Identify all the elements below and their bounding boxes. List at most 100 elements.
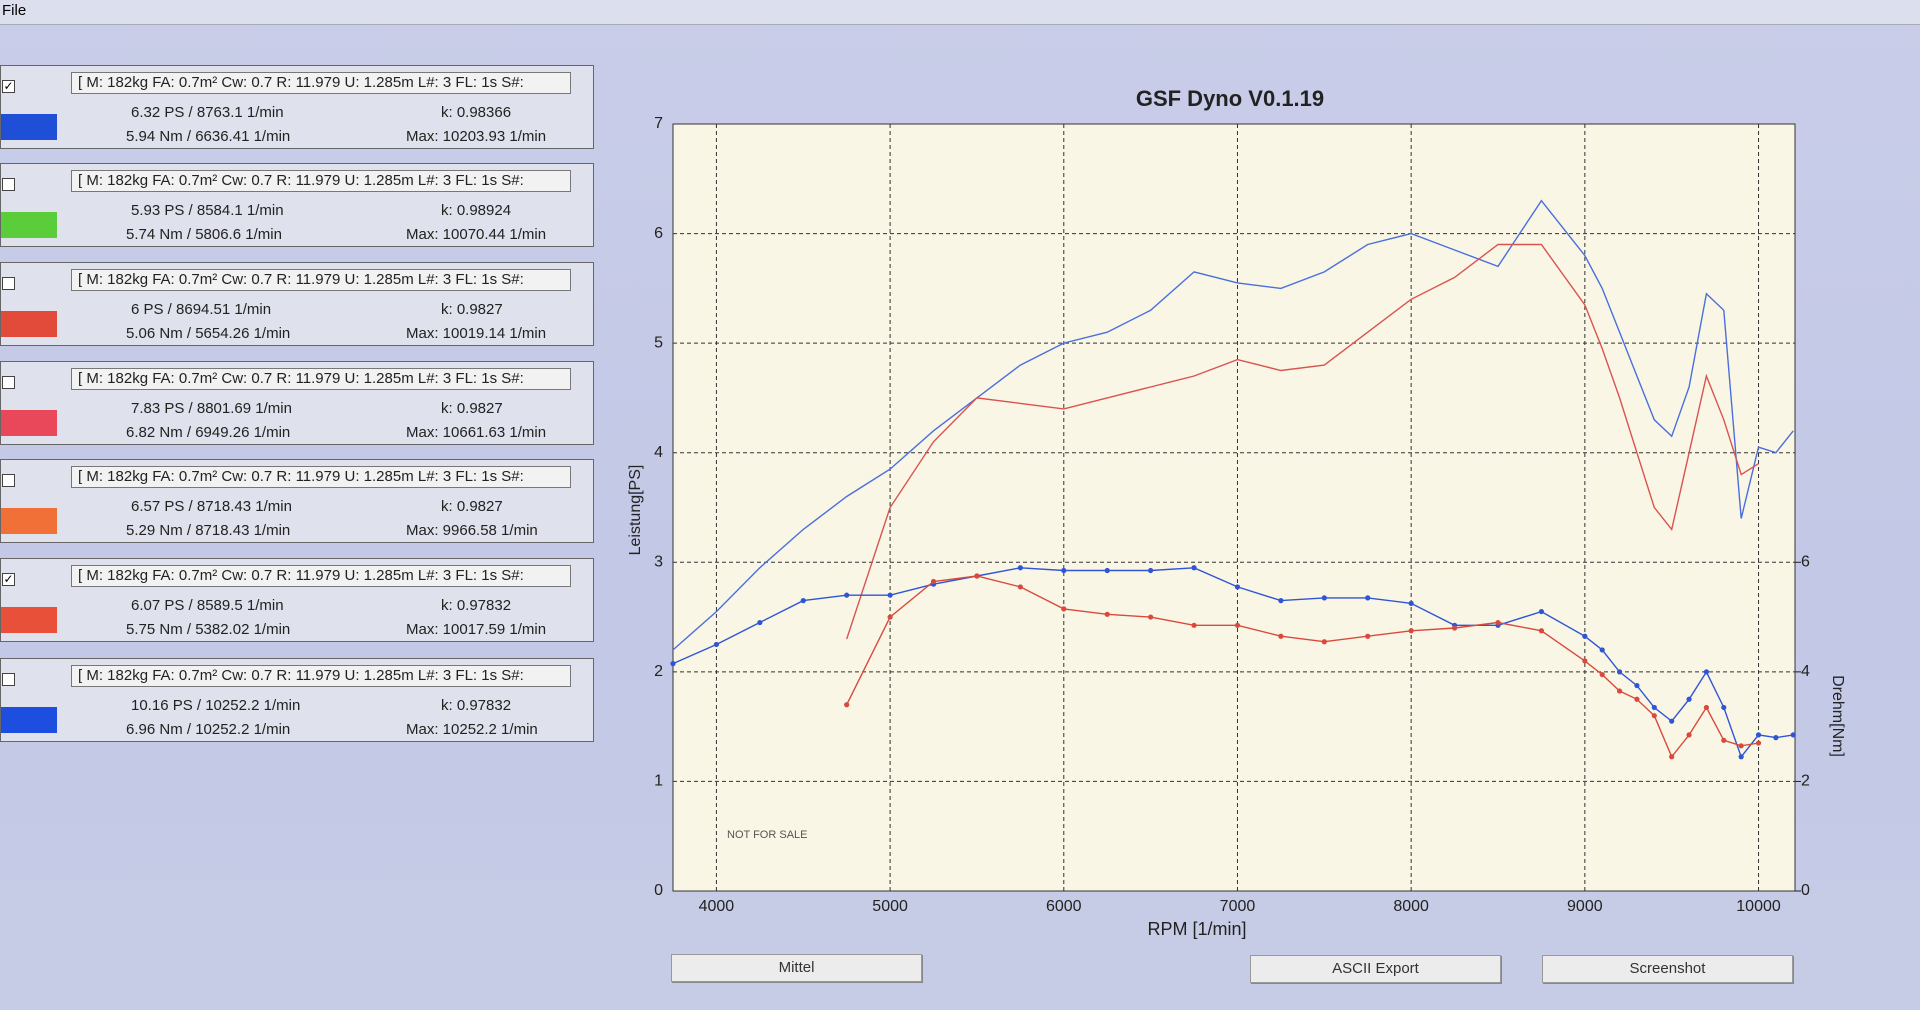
run-power: 6.32 PS / 8763.1 1/min [131,104,284,121]
run-color[interactable] [1,607,57,633]
run-torque: 5.29 Nm / 8718.43 1/min [126,522,291,539]
run-header: [ M: 182kg FA: 0.7m² Cw: 0.7 R: 11.979 U… [71,665,571,687]
run-color[interactable] [1,212,57,238]
run-header: [ M: 182kg FA: 0.7m² Cw: 0.7 R: 11.979 U… [71,466,571,488]
run-color[interactable] [1,114,57,140]
data-point [1538,608,1545,615]
run-header: [ M: 182kg FA: 0.7m² Cw: 0.7 R: 11.979 U… [71,269,571,291]
x-tick-label: 5000 [872,898,908,915]
data-point [1061,567,1067,574]
run-header: [ M: 182kg FA: 0.7m² Cw: 0.7 R: 11.979 U… [71,72,571,94]
run-header: [ M: 182kg FA: 0.7m² Cw: 0.7 R: 11.979 U… [71,368,571,390]
run-panel: ✓ [ M: 182kg FA: 0.7m² Cw: 0.7 R: 11.979 … [0,65,594,149]
run-checkbox[interactable] [2,178,15,191]
y2-tick-label: 6 [1801,554,1810,571]
data-point [1234,584,1241,590]
data-point [1538,628,1545,634]
ascii-export-button[interactable]: ASCII Export [1250,955,1501,983]
file-menu[interactable]: File [2,2,27,19]
data-point [1721,704,1727,711]
data-point [1755,740,1762,746]
run-k: k: 0.9827 [441,301,503,318]
run-checkbox[interactable]: ✓ [2,572,15,586]
run-k: k: 0.98366 [441,104,512,121]
run-k: k: 0.97832 [441,697,512,714]
data-point [1669,718,1675,724]
y-axis-label: Leistung[PS] [627,465,644,556]
data-point [1061,606,1067,612]
data-point [1634,682,1640,689]
data-point [887,592,893,598]
run-header: [ M: 182kg FA: 0.7m² Cw: 0.7 R: 11.979 U… [71,170,571,192]
data-point [844,702,850,708]
run-color[interactable] [1,707,57,733]
y2-tick-label: 2 [1801,773,1810,790]
data-point [1651,713,1657,719]
data-point [1451,622,1458,628]
data-point [1599,671,1605,678]
run-max: Max: 10252.2 1/min [406,721,538,738]
series-line [672,567,1794,759]
data-point [1408,628,1414,634]
run-power: 6.57 PS / 8718.43 1/min [131,498,292,515]
plot-area [672,123,1796,892]
data-point [757,619,763,626]
data-point [1755,732,1762,738]
data-point [1634,696,1640,702]
data-point [1451,625,1458,631]
y-tick-label: 1 [654,773,663,790]
run-checkbox[interactable] [2,277,15,290]
run-checkbox[interactable] [2,474,15,487]
annotation: NOT FOR SALE [727,829,807,841]
run-color[interactable] [1,311,57,337]
data-point [1365,595,1371,601]
data-point [844,592,850,598]
data-point [1495,619,1501,626]
run-max: Max: 9966.58 1/min [406,522,538,539]
x-tick-label: 9000 [1567,898,1603,915]
data-point [713,641,720,648]
data-point [1686,732,1692,738]
data-point [1669,754,1675,760]
y2-axis-label: Drehm[Nm] [1829,675,1846,757]
run-panel: [ M: 182kg FA: 0.7m² Cw: 0.7 R: 11.979 U… [0,658,594,742]
data-point [1017,584,1023,590]
series-line [846,575,1759,759]
chart-title: GSF Dyno V0.1.19 [1136,86,1324,111]
x-tick-label: 10000 [1736,898,1781,915]
y2-tick-label: 4 [1801,663,1810,680]
screenshot-button[interactable]: Screenshot [1542,955,1793,983]
run-k: k: 0.9827 [441,498,503,515]
x-tick-label: 6000 [1046,898,1082,915]
run-checkbox[interactable] [2,376,15,389]
data-point [1651,704,1657,711]
data-point [974,573,980,579]
data-point [1790,732,1796,738]
mittel-button[interactable]: Mittel [671,954,922,982]
run-max: Max: 10661.63 1/min [406,424,547,441]
run-checkbox[interactable]: ✓ [2,79,15,93]
series-line [672,199,1794,651]
run-k: k: 0.9827 [441,400,503,417]
run-checkbox[interactable] [2,673,15,686]
run-power: 6.07 PS / 8589.5 1/min [131,597,284,614]
x-tick-label: 8000 [1393,898,1429,915]
y-tick-label: 2 [654,663,663,680]
run-power: 6 PS / 8694.51 1/min [131,301,272,318]
data-point [974,573,980,579]
data-point [1104,567,1110,574]
run-max: Max: 10019.14 1/min [406,325,547,342]
data-point [1703,704,1710,711]
y2-tick-label: 0 [1801,882,1810,899]
y-tick-label: 0 [654,882,663,899]
run-color[interactable] [1,410,57,436]
run-panel: [ M: 182kg FA: 0.7m² Cw: 0.7 R: 11.979 U… [0,163,594,247]
run-torque: 5.74 Nm / 5806.6 1/min [126,226,282,243]
menu-bar: File [0,0,1920,25]
data-point [887,614,893,620]
y-tick-label: 3 [654,554,663,571]
data-point [1148,614,1154,620]
run-color[interactable] [1,508,57,534]
data-point [930,578,937,585]
